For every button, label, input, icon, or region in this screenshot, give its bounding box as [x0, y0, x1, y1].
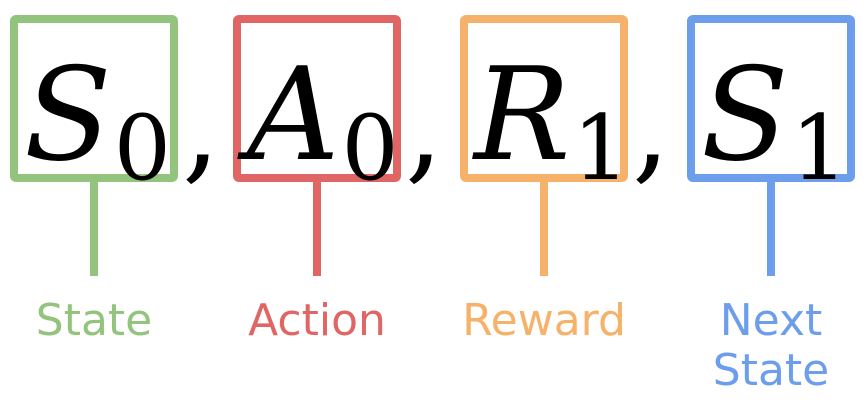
action-box — [233, 15, 401, 182]
state-box — [10, 15, 178, 182]
state-label: State — [35, 295, 153, 346]
reward-label: Reward — [462, 295, 626, 346]
state-connector — [90, 182, 98, 276]
state-symbol-subscript: 0 — [113, 96, 171, 201]
action-symbol-letter: A — [247, 41, 340, 190]
next-state-symbol-letter: S — [701, 41, 789, 190]
state-symbol: S 0 — [24, 20, 171, 194]
next-state-connector — [767, 182, 775, 276]
separator-comma-3: , — [632, 58, 671, 197]
reward-connector — [540, 182, 548, 276]
action-symbol: A 0 — [247, 20, 399, 194]
reward-box — [460, 15, 628, 182]
next-state-symbol-subscript: 1 — [790, 96, 848, 201]
action-symbol-subscript: 0 — [341, 96, 399, 201]
separator-comma-2: , — [405, 58, 444, 197]
reward-symbol-letter: R — [474, 41, 571, 190]
next-state-symbol: S 1 — [701, 20, 848, 194]
separator-comma-1: , — [182, 58, 221, 197]
next-state-box — [687, 15, 855, 182]
state-symbol-letter: S — [24, 41, 112, 190]
reward-symbol: R 1 — [474, 20, 630, 194]
action-label: Action — [248, 295, 386, 346]
next-state-label: Next State — [712, 295, 830, 396]
reward-symbol-subscript: 1 — [572, 96, 630, 201]
action-connector — [313, 182, 321, 276]
